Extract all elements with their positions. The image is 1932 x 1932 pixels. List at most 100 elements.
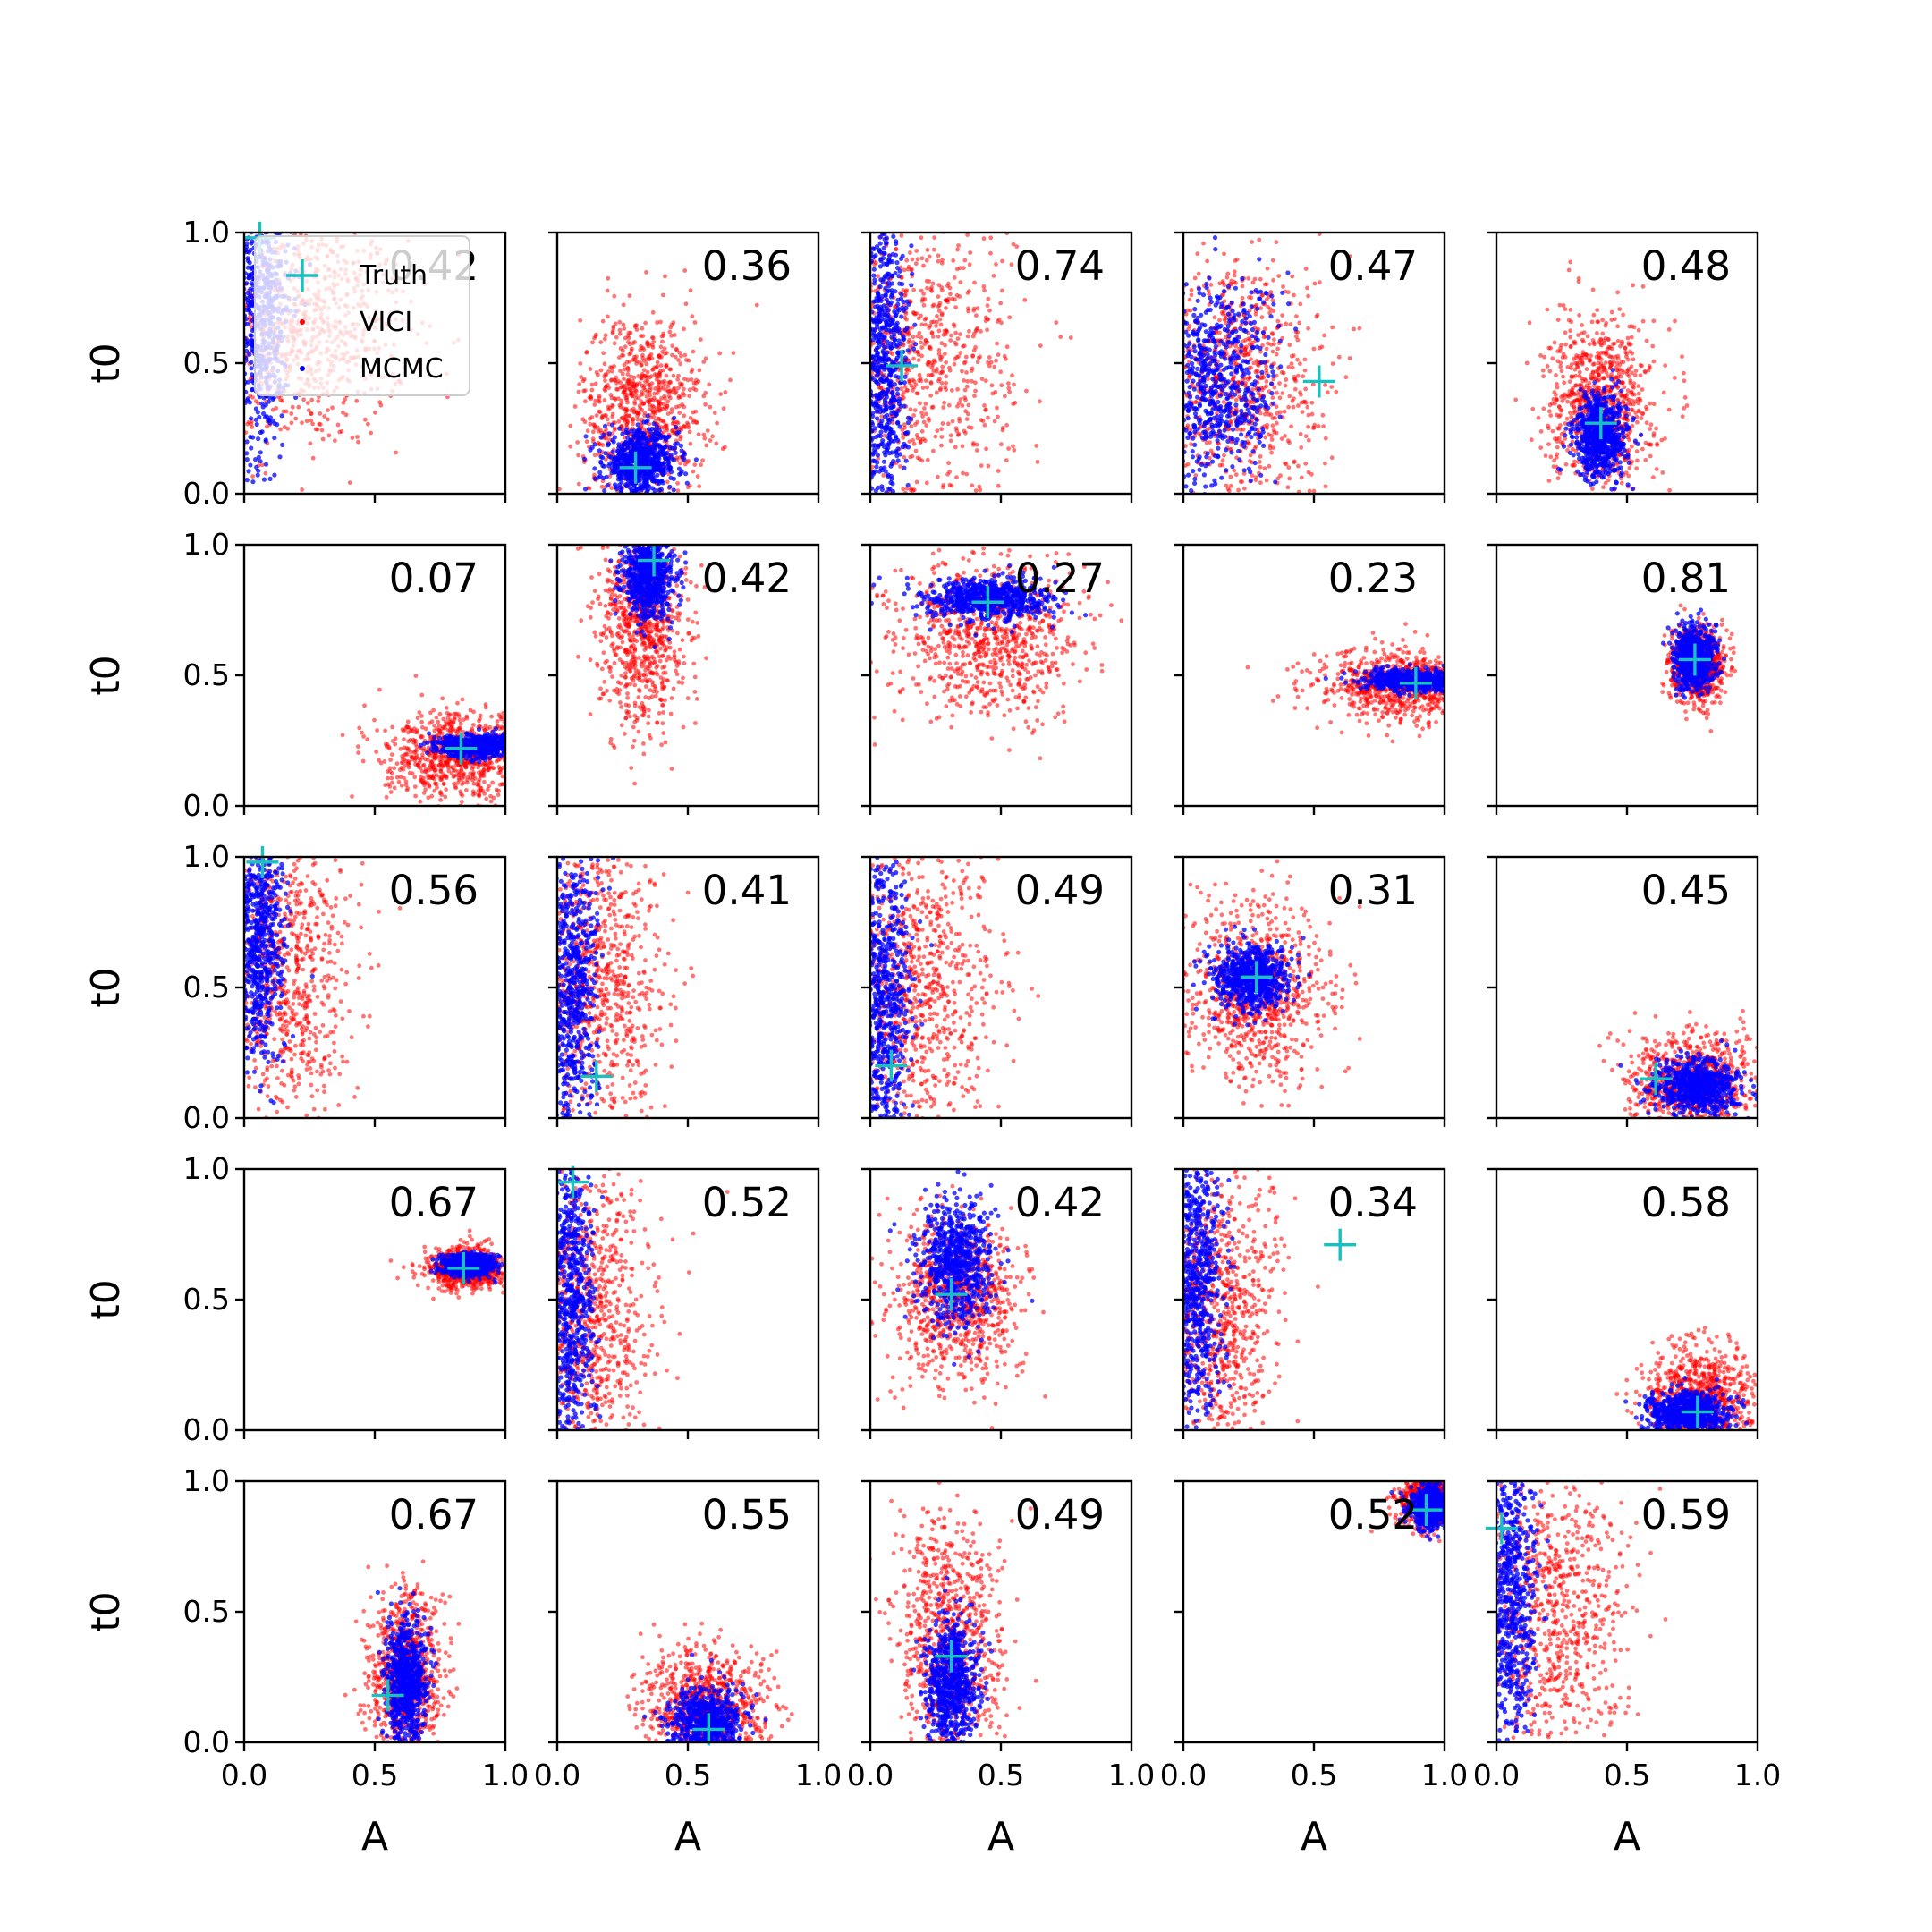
mcmc-sample-point bbox=[847, 413, 852, 418]
vici-sample-point bbox=[914, 311, 919, 316]
vici-sample-point bbox=[689, 288, 693, 292]
vici-sample-point bbox=[919, 335, 924, 340]
vici-sample-point bbox=[894, 247, 898, 251]
vici-sample-point bbox=[1007, 390, 1012, 394]
vici-sample-point bbox=[588, 487, 592, 491]
vici-sample-point bbox=[914, 449, 919, 453]
vici-sample-point bbox=[589, 367, 593, 371]
vici-sample-point bbox=[575, 440, 580, 445]
mcmc-sample-point bbox=[237, 259, 242, 264]
vici-sample-point bbox=[860, 257, 865, 261]
mcmc-sample-point bbox=[886, 275, 890, 280]
vici-sample-point bbox=[338, 204, 343, 208]
mcmc-sample-point bbox=[889, 585, 894, 589]
mcmc-sample-point bbox=[258, 214, 263, 218]
vici-sample-point bbox=[852, 387, 857, 392]
mcmc-sample-point bbox=[231, 301, 235, 306]
vici-sample-point bbox=[601, 351, 606, 355]
mcmc-sample-point bbox=[235, 234, 240, 239]
mcmc-sample-point bbox=[259, 179, 264, 183]
mcmc-sample-point bbox=[227, 298, 232, 302]
mcmc-sample-point bbox=[891, 102, 895, 106]
vici-sample-point bbox=[647, 400, 651, 404]
vici-sample-point bbox=[857, 363, 861, 368]
mcmc-sample-point bbox=[240, 185, 244, 190]
vici-sample-point bbox=[842, 330, 846, 335]
vici-sample-point bbox=[942, 401, 946, 405]
mcmc-sample-point bbox=[878, 430, 883, 435]
vici-sample-point bbox=[631, 421, 635, 426]
vici-sample-point bbox=[905, 388, 910, 393]
vici-sample-point bbox=[992, 274, 996, 278]
vici-sample-point bbox=[283, 425, 287, 429]
vici-sample-point bbox=[606, 315, 610, 319]
vici-sample-point bbox=[273, 209, 277, 214]
vici-sample-point bbox=[850, 369, 854, 373]
mcmc-sample-point bbox=[878, 257, 883, 261]
vici-sample-point bbox=[722, 406, 726, 411]
vici-sample-point bbox=[680, 382, 684, 386]
vici-sample-point bbox=[914, 383, 919, 387]
vici-sample-point bbox=[927, 279, 931, 284]
vici-sample-point bbox=[1157, 222, 1162, 226]
vici-sample-point bbox=[1000, 259, 1004, 264]
vici-sample-point bbox=[902, 166, 906, 171]
mcmc-sample-point bbox=[237, 273, 242, 277]
vici-sample-point bbox=[599, 369, 604, 373]
mcmc-sample-point bbox=[230, 257, 234, 261]
vici-sample-point bbox=[838, 372, 843, 377]
vici-sample-point bbox=[218, 463, 223, 468]
vici-sample-point bbox=[849, 564, 853, 568]
mcmc-sample-point bbox=[655, 461, 659, 465]
vici-sample-point bbox=[847, 343, 852, 348]
vici-sample-point bbox=[611, 404, 615, 409]
mcmc-sample-point bbox=[240, 192, 244, 197]
mcmc-sample-point bbox=[897, 402, 902, 406]
mcmc-sample-point bbox=[862, 415, 867, 419]
vici-sample-point bbox=[904, 258, 909, 263]
mcmc-sample-point bbox=[898, 504, 902, 509]
mcmc-sample-point bbox=[233, 233, 238, 238]
vici-sample-point bbox=[187, 312, 191, 317]
vici-sample-point bbox=[820, 300, 825, 304]
mcmc-sample-point bbox=[233, 349, 238, 353]
vici-sample-point bbox=[678, 361, 682, 366]
vici-sample-point bbox=[949, 438, 953, 443]
mcmc-sample-point bbox=[238, 258, 242, 263]
vici-sample-point bbox=[289, 411, 293, 416]
vici-sample-point bbox=[293, 417, 298, 421]
mcmc-sample-point bbox=[249, 201, 253, 206]
vici-sample-point bbox=[619, 399, 623, 403]
vici-sample-point bbox=[724, 390, 728, 394]
vici-sample-point bbox=[284, 410, 289, 414]
mcmc-sample-point bbox=[610, 423, 614, 428]
vici-sample-point bbox=[1292, 460, 1296, 464]
vici-sample-point bbox=[235, 385, 240, 389]
vici-sample-point bbox=[596, 373, 600, 377]
vici-sample-point bbox=[1280, 313, 1284, 318]
mcmc-sample-point bbox=[264, 207, 268, 211]
mcmc-sample-point bbox=[889, 397, 894, 402]
vici-sample-point bbox=[995, 342, 999, 346]
vici-sample-point bbox=[672, 374, 676, 378]
mcmc-sample-point bbox=[898, 452, 902, 456]
vici-sample-point bbox=[177, 370, 182, 375]
vici-sample-point bbox=[227, 383, 232, 387]
vici-sample-point bbox=[682, 326, 686, 331]
mcmc-sample-point bbox=[860, 364, 864, 369]
vici-sample-point bbox=[628, 342, 632, 346]
mcmc-sample-point bbox=[234, 290, 239, 294]
mcmc-sample-point bbox=[266, 206, 270, 210]
vici-sample-point bbox=[864, 322, 869, 326]
vici-sample-point bbox=[701, 433, 706, 437]
mcmc-sample-point bbox=[277, 454, 282, 459]
vici-sample-point bbox=[682, 405, 686, 410]
vici-sample-point bbox=[706, 428, 710, 433]
vici-sample-point bbox=[959, 351, 963, 355]
vici-sample-point bbox=[663, 352, 667, 356]
mcmc-sample-point bbox=[872, 281, 877, 285]
vici-sample-point bbox=[604, 529, 608, 533]
mcmc-sample-point bbox=[672, 416, 676, 420]
vici-sample-point bbox=[675, 420, 680, 425]
mcmc-sample-point bbox=[232, 246, 236, 250]
